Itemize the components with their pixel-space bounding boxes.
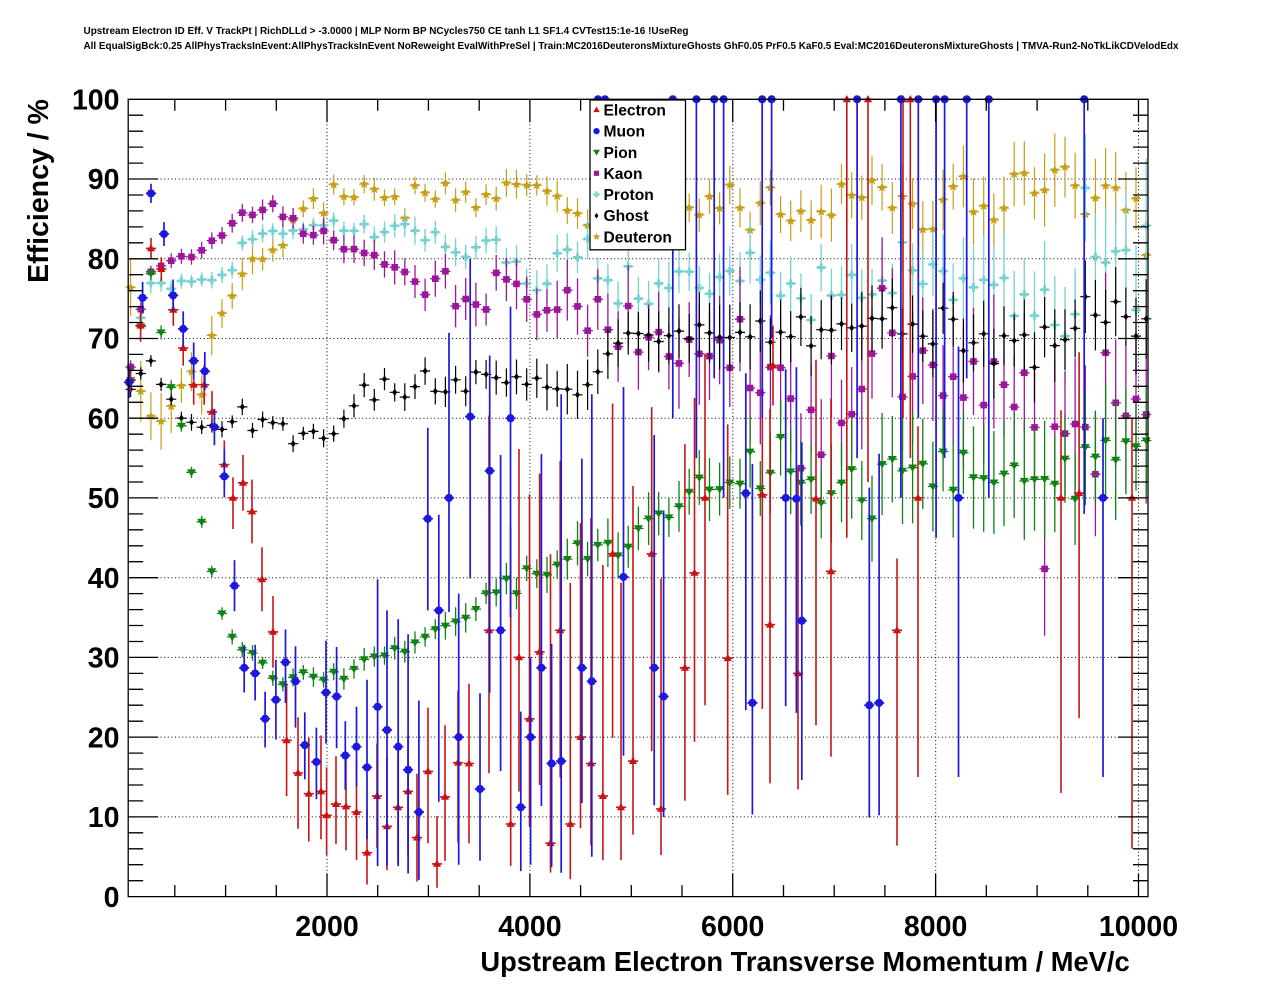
svg-text:20: 20	[88, 722, 120, 754]
svg-text:Upstream Electron Transverse M: Upstream Electron Transverse Momentum / …	[480, 946, 1129, 977]
svg-text:Electron: Electron	[604, 103, 666, 120]
svg-text:Deuteron: Deuteron	[604, 229, 672, 246]
svg-text:Proton: Proton	[604, 187, 654, 204]
svg-text:4000: 4000	[498, 911, 561, 943]
svg-text:80: 80	[88, 244, 120, 276]
svg-text:30: 30	[88, 643, 120, 675]
svg-text:70: 70	[88, 324, 120, 356]
svg-text:60: 60	[88, 403, 120, 435]
svg-text:2000: 2000	[295, 911, 358, 943]
svg-text:Upstream Electron ID Eff. V Tr: Upstream Electron ID Eff. V TrackPt | Ri…	[84, 26, 689, 37]
svg-text:Ghost: Ghost	[604, 208, 649, 225]
svg-text:10: 10	[88, 802, 120, 834]
svg-text:10000: 10000	[1099, 911, 1178, 943]
svg-text:50: 50	[88, 483, 120, 515]
svg-text:6000: 6000	[701, 911, 764, 943]
svg-text:0: 0	[104, 882, 120, 914]
svg-text:Efficiency / %: Efficiency / %	[23, 99, 55, 283]
svg-text:Pion: Pion	[604, 145, 638, 162]
svg-text:Kaon: Kaon	[604, 166, 643, 183]
svg-text:100: 100	[72, 85, 120, 117]
svg-text:All EqualSigBck:0.25 AllPhysTr: All EqualSigBck:0.25 AllPhysTracksInEven…	[84, 41, 1179, 52]
svg-text:40: 40	[88, 563, 120, 595]
svg-text:8000: 8000	[904, 911, 967, 943]
svg-text:90: 90	[88, 164, 120, 196]
svg-text:Muon: Muon	[604, 124, 646, 141]
